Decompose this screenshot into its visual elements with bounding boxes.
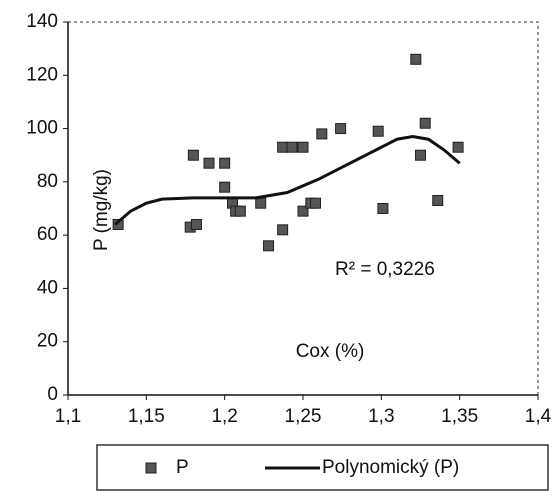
x-tick-label: 1,35 — [441, 406, 478, 427]
point — [286, 141, 298, 153]
legend-label: P — [176, 457, 189, 478]
x-tick-label: 1,15 — [128, 406, 165, 427]
point — [372, 125, 384, 137]
x-axis-label: Cox (%) — [296, 341, 365, 362]
x-tick-label: 1,4 — [525, 406, 552, 427]
trendline — [114, 135, 461, 226]
annotation: R² = 0,3226 — [335, 259, 435, 280]
point — [377, 203, 389, 214]
y-tick-label: 20 — [37, 331, 58, 352]
legend-marker — [145, 462, 157, 474]
y-tick-label: 140 — [26, 11, 58, 32]
point — [297, 205, 309, 217]
point — [432, 195, 444, 207]
point — [335, 123, 347, 135]
y-tick-label: 0 — [47, 384, 58, 405]
point — [219, 157, 231, 169]
point — [255, 197, 267, 209]
y-tick-label: 100 — [26, 118, 58, 139]
point — [297, 141, 309, 153]
legend-label: Polynomický (P) — [322, 457, 459, 478]
point — [190, 218, 202, 230]
x-tick-label: 1,25 — [285, 406, 322, 427]
point — [452, 141, 464, 153]
plot-frame — [67, 21, 539, 396]
y-tick-label: 120 — [26, 64, 58, 85]
point — [234, 205, 246, 217]
point — [415, 149, 426, 161]
point — [410, 53, 422, 65]
point — [203, 157, 215, 169]
point — [277, 224, 289, 236]
point — [310, 197, 322, 209]
point — [277, 141, 289, 153]
point — [112, 218, 124, 230]
y-tick-label: 60 — [37, 224, 58, 245]
point — [419, 117, 431, 129]
point — [219, 181, 231, 193]
y-axis-label: P (mg/kg) — [91, 169, 112, 251]
point — [263, 240, 275, 252]
x-tick-label: 1,3 — [368, 406, 394, 427]
point — [316, 128, 328, 140]
y-tick-label: 80 — [37, 171, 58, 192]
x-tick-label: 1,2 — [211, 406, 237, 427]
y-tick-label: 40 — [37, 277, 58, 298]
point — [187, 149, 199, 161]
legend-box — [96, 444, 549, 491]
x-tick-label: 1,1 — [55, 406, 81, 427]
